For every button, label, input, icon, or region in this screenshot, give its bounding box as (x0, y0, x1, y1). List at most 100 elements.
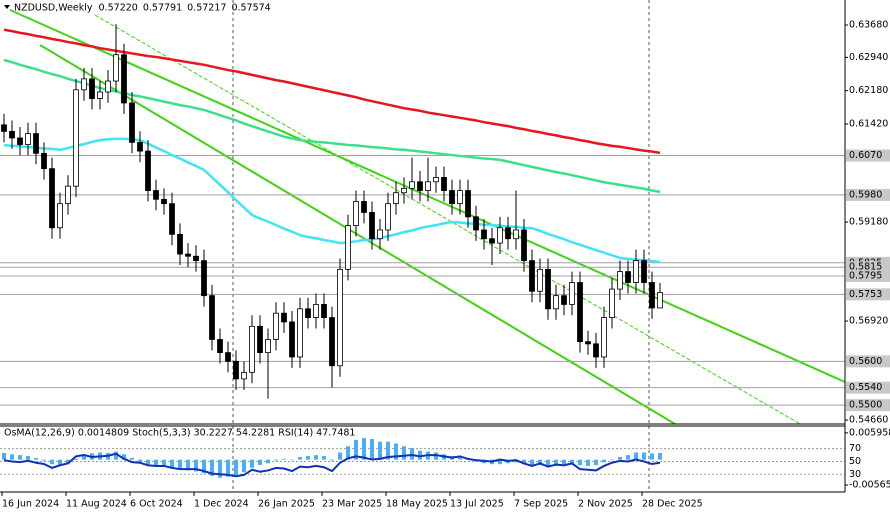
candle-body (329, 317, 335, 367)
candle-body (57, 203, 63, 229)
osma-bar (162, 459, 166, 467)
candle-body (249, 325, 255, 373)
osma-bar (290, 459, 294, 461)
menu-arrow[interactable] (4, 5, 10, 9)
candle-body (81, 78, 87, 91)
osma-bar (394, 443, 398, 460)
y-tick-label: 0.62940 (849, 52, 888, 63)
x-tick-label: 23 Mar 2025 (322, 499, 382, 510)
osma-bar (362, 438, 366, 460)
header-open: 0.57220 (99, 3, 138, 14)
candle-body (177, 233, 183, 255)
y-tick-label: 0.54660 (849, 415, 888, 426)
candle-body (105, 80, 111, 93)
moving-average (3, 137, 661, 264)
candle-body (369, 212, 375, 240)
osma-bar (658, 452, 662, 460)
trend-line (39, 44, 676, 425)
candle-body (377, 229, 383, 240)
candle-body (289, 321, 295, 358)
candle-body (153, 190, 159, 200)
osma-bar (530, 459, 534, 466)
level-label-box (846, 288, 890, 301)
candle-body (577, 282, 583, 343)
osma-bar (298, 456, 302, 460)
osma-bar (314, 455, 318, 460)
candle-body (633, 260, 639, 283)
x-tick-label: 2 Nov 2025 (578, 499, 633, 510)
osma-bar (354, 439, 358, 460)
candle-body (145, 150, 151, 191)
level-label: 0.5540 (849, 382, 882, 393)
candle-body (353, 201, 359, 226)
candle-body (185, 253, 191, 257)
candle-body (25, 133, 31, 145)
candle-body (545, 268, 551, 310)
osma-bar (338, 452, 342, 460)
osma-bar (330, 459, 334, 461)
symbol-title: NZDUSD,Weekly (14, 3, 93, 14)
candle-body (241, 371, 247, 380)
osma-bar (18, 455, 22, 460)
osma-bar (578, 459, 582, 466)
candle-body (17, 137, 23, 145)
trend-line (94, 14, 801, 425)
osma-bar (610, 459, 614, 461)
candle-body (609, 288, 615, 318)
candle-body (457, 190, 463, 205)
y-tick-label: 0.62180 (849, 85, 888, 96)
candle-body (257, 325, 263, 354)
candle-body (273, 312, 279, 340)
candle-body (449, 190, 455, 205)
candle-body (585, 341, 591, 345)
candle-body (625, 271, 631, 283)
candle-body (169, 203, 175, 235)
candle-body (217, 339, 223, 354)
candle-body (537, 268, 543, 292)
candle-body (33, 133, 39, 154)
candle-body (233, 360, 239, 380)
osma-bar (522, 459, 526, 465)
x-tick-label: 18 May 2025 (386, 499, 448, 510)
candle-body (401, 187, 407, 194)
osma-bar (642, 452, 646, 460)
x-tick-label: 7 Sep 2025 (514, 499, 568, 510)
candle-body (553, 295, 559, 310)
candle-body (473, 216, 479, 231)
osma-bar (306, 456, 310, 460)
x-tick-label: 1 Dec 2024 (194, 499, 249, 510)
level-label: 0.5753 (849, 289, 882, 300)
osma-bar (594, 459, 598, 466)
candle-body (121, 54, 127, 104)
x-tick-label: 16 Jun 2024 (2, 499, 59, 510)
candle-body (569, 282, 575, 305)
candle-body (393, 192, 399, 205)
osma-bar (218, 459, 222, 478)
osma-bar (242, 459, 246, 473)
candle-body (9, 131, 15, 139)
y-tick-label: 0.005958 (849, 427, 890, 438)
candle-body (433, 176, 439, 183)
x-tick-label: 28 Dec 2025 (642, 499, 703, 510)
rsi-tick-label: 30 (849, 469, 861, 480)
rsi-tick-label: 50 (849, 456, 861, 467)
osma-bar (386, 441, 390, 460)
osma-bar (202, 459, 206, 474)
candle-body (41, 152, 47, 170)
candle-body (649, 282, 655, 309)
x-tick-label: 13 Jul 2025 (450, 499, 504, 510)
osma-bar (498, 459, 502, 465)
level-label-box (846, 149, 890, 162)
header-high: 0.57791 (143, 3, 182, 14)
osma-bar (434, 452, 438, 460)
candle-body (161, 198, 167, 205)
candle-body (657, 292, 663, 309)
y-tick-label: -0.00565 (849, 480, 890, 491)
osma-bar (418, 450, 422, 460)
y-tick-label: 0.56920 (849, 316, 888, 327)
rsi-line (3, 452, 661, 478)
candle-body (337, 268, 343, 367)
osma-bar (562, 459, 566, 465)
osma-bar (194, 459, 198, 472)
